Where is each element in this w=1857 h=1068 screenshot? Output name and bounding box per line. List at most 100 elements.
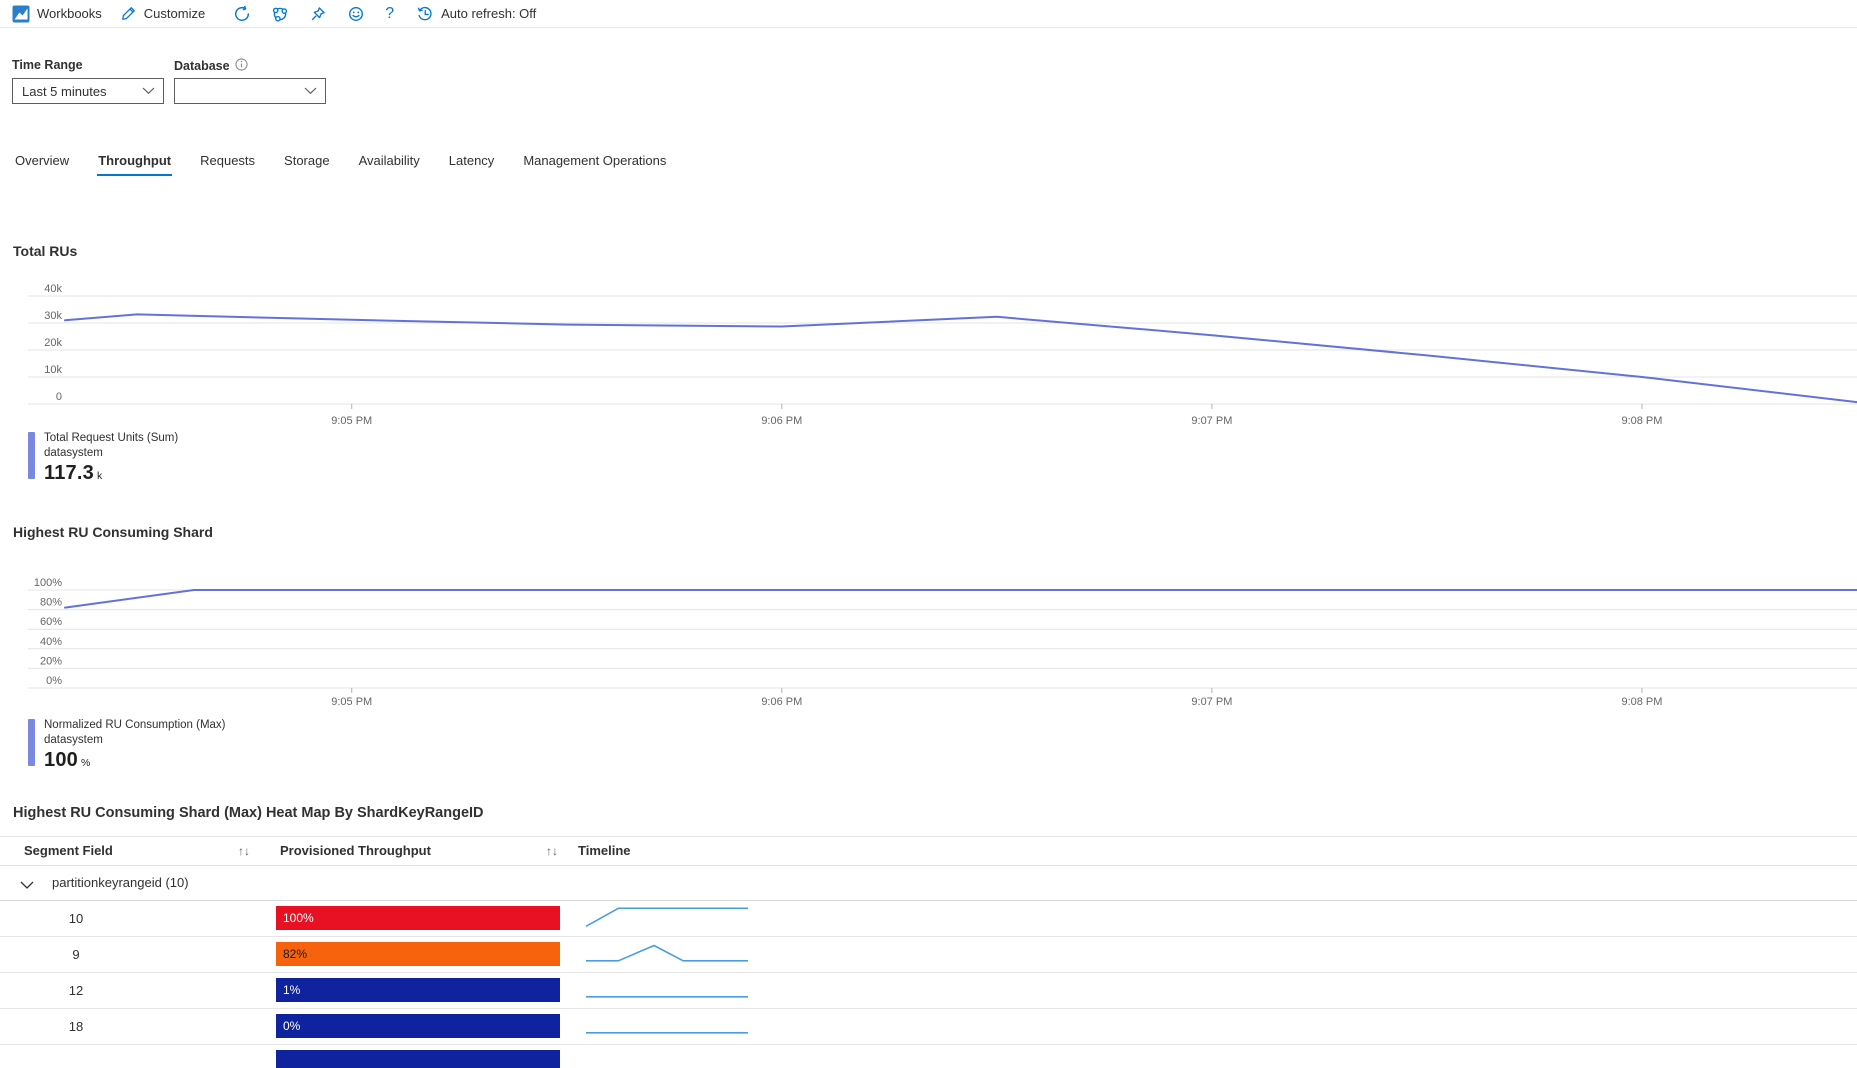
legend-series-name: Normalized RU Consumption (Max) bbox=[44, 719, 226, 731]
legend-total-value: 100 bbox=[44, 749, 78, 771]
chevron-down-icon bbox=[142, 82, 155, 100]
table-group-row: partitionkeyrangeid (10) bbox=[0, 866, 1857, 901]
tab-storage[interactable]: Storage bbox=[283, 153, 331, 176]
heat-map-table: Segment Field ↑↓ Provisioned Throughput … bbox=[0, 836, 1857, 1068]
legend-resource-name: datasystem bbox=[44, 446, 103, 459]
y-axis-tick-label: 60% bbox=[40, 616, 62, 628]
y-axis-tick-label: 40k bbox=[44, 283, 62, 295]
series-line bbox=[64, 589, 1857, 609]
highest-shard-chart[interactable]: 100% 80% 60% 40% 20% 0% 9:05 PM 9:06 PM 9:07 PM 9… bbox=[0, 572, 1857, 722]
chart-title-highest-shard: Highest RU Consuming Shard bbox=[13, 524, 213, 540]
pencil-icon bbox=[120, 5, 138, 23]
help-button[interactable]: ? bbox=[385, 5, 394, 23]
timeline-sparkline bbox=[586, 995, 748, 998]
legend-total-unit: % bbox=[80, 757, 91, 769]
feedback-button[interactable] bbox=[347, 5, 365, 23]
y-axis-tick-label: 0 bbox=[56, 391, 62, 403]
app-title: Workbooks bbox=[37, 6, 102, 21]
collapse-chevron-icon[interactable] bbox=[20, 877, 34, 895]
legend-resource-name: datasystem bbox=[44, 733, 103, 746]
refresh-button[interactable] bbox=[233, 5, 251, 23]
customize-button[interactable]: Customize bbox=[120, 5, 205, 23]
info-icon[interactable] bbox=[235, 58, 248, 74]
y-axis-tick-label: 30k bbox=[44, 310, 62, 322]
segment-cell: 18 bbox=[68, 1019, 84, 1034]
tab-management-operations[interactable]: Management Operations bbox=[522, 153, 667, 176]
y-axis-tick-label: 20% bbox=[40, 655, 62, 667]
table-row: 18 0% bbox=[0, 1009, 1857, 1045]
sort-icon[interactable]: ↑↓ bbox=[546, 837, 558, 865]
line-chart-canvas: 100% 80% 60% 40% 20% 0% 9:05 PM 9:06 PM 9:07 PM 9… bbox=[28, 577, 1857, 708]
y-axis-tick-label: 80% bbox=[40, 597, 62, 609]
heat-bar: 100% bbox=[276, 906, 560, 930]
sort-icon[interactable]: ↑↓ bbox=[238, 837, 250, 865]
y-axis-tick-label: 20k bbox=[44, 337, 62, 349]
x-axis-tick-label: 9:05 PM bbox=[331, 415, 372, 427]
tab-availability[interactable]: Availability bbox=[358, 153, 421, 176]
time-range-filter: Time Range Last 5 minutes bbox=[12, 58, 164, 104]
share-nodes-button[interactable] bbox=[271, 5, 289, 23]
legend-color-bar bbox=[28, 432, 35, 479]
tab-latency[interactable]: Latency bbox=[448, 153, 496, 176]
column-header-segment-field[interactable]: Segment Field bbox=[24, 837, 113, 865]
time-range-label: Time Range bbox=[12, 58, 83, 72]
highest-shard-legend[interactable]: Normalized RU Consumption (Max) datasyst… bbox=[28, 719, 226, 770]
segment-cell: 10 bbox=[68, 911, 84, 926]
group-label: partitionkeyrangeid (10) bbox=[52, 875, 189, 890]
x-axis-tick-label: 9:07 PM bbox=[1191, 415, 1232, 427]
table-row: 12 1% bbox=[0, 973, 1857, 1009]
database-filter: Database bbox=[174, 58, 326, 104]
heat-bar bbox=[276, 1050, 560, 1068]
refresh-icon bbox=[233, 5, 251, 23]
table-row: 9 82% bbox=[0, 937, 1857, 973]
legend-color-bar bbox=[28, 719, 35, 766]
table-body: 10 100% 9 82% 12 1% 18 0% bbox=[0, 901, 1857, 1068]
y-axis-tick-label: 0% bbox=[46, 675, 62, 687]
database-dropdown[interactable] bbox=[174, 78, 326, 104]
chart-title-total-rus: Total RUs bbox=[13, 243, 78, 259]
total-rus-chart[interactable]: 40k 30k 20k 10k 0 9:05 PM 9:06 PM 9:07 PM 9:08 P… bbox=[0, 278, 1857, 446]
tab-bar: Overview Throughput Requests Storage Ava… bbox=[14, 153, 667, 176]
history-clock-icon bbox=[416, 5, 434, 23]
time-range-dropdown[interactable]: Last 5 minutes bbox=[12, 78, 164, 104]
help-icon: ? bbox=[385, 4, 395, 22]
heat-map-title: Highest RU Consuming Shard (Max) Heat Ma… bbox=[13, 805, 484, 821]
table-row bbox=[0, 1045, 1857, 1068]
column-header-timeline: Timeline bbox=[578, 843, 631, 858]
toolbar: Workbooks Customize bbox=[0, 0, 1857, 28]
y-axis-tick-label: 100% bbox=[34, 577, 62, 589]
x-axis-tick-label: 9:08 PM bbox=[1621, 696, 1662, 708]
pin-icon bbox=[309, 5, 327, 23]
total-rus-legend[interactable]: Total Request Units (Sum) datasystem 117… bbox=[28, 432, 178, 483]
database-label: Database bbox=[174, 58, 326, 74]
auto-refresh-button[interactable]: Auto refresh: Off bbox=[416, 5, 536, 23]
legend-total-unit: k bbox=[96, 470, 103, 482]
table-header-row: Segment Field ↑↓ Provisioned Throughput … bbox=[0, 837, 1857, 866]
legend-total-value: 117.3 bbox=[44, 462, 94, 484]
x-axis-tick-label: 9:08 PM bbox=[1621, 415, 1662, 427]
heat-bar: 0% bbox=[276, 1014, 560, 1038]
heat-bar: 82% bbox=[276, 942, 560, 966]
x-axis-tick-label: 9:05 PM bbox=[331, 696, 372, 708]
heat-bar: 1% bbox=[276, 978, 560, 1002]
chevron-down-icon bbox=[304, 82, 317, 100]
tab-throughput[interactable]: Throughput bbox=[97, 153, 173, 176]
segment-cell: 12 bbox=[68, 983, 84, 998]
y-axis-tick-label: 10k bbox=[44, 364, 62, 376]
timeline-sparkline bbox=[586, 1031, 748, 1034]
tab-overview[interactable]: Overview bbox=[14, 153, 70, 176]
pin-button[interactable] bbox=[309, 5, 327, 23]
tab-requests[interactable]: Requests bbox=[199, 153, 256, 176]
segment-cell: 9 bbox=[72, 947, 80, 962]
y-axis-tick-label: 40% bbox=[40, 636, 62, 648]
smiley-icon bbox=[347, 5, 365, 23]
x-axis-tick-label: 9:06 PM bbox=[761, 696, 802, 708]
line-chart-canvas: 40k 30k 20k 10k 0 9:05 PM 9:06 PM 9:07 PM 9:08 P… bbox=[28, 283, 1857, 427]
nodes-icon bbox=[271, 5, 289, 23]
x-axis-tick-label: 9:06 PM bbox=[761, 415, 802, 427]
segment-cell bbox=[56, 1045, 96, 1068]
column-header-provisioned-throughput[interactable]: Provisioned Throughput bbox=[280, 837, 431, 865]
table-row: 10 100% bbox=[0, 901, 1857, 937]
legend-series-name: Total Request Units (Sum) bbox=[44, 432, 179, 444]
